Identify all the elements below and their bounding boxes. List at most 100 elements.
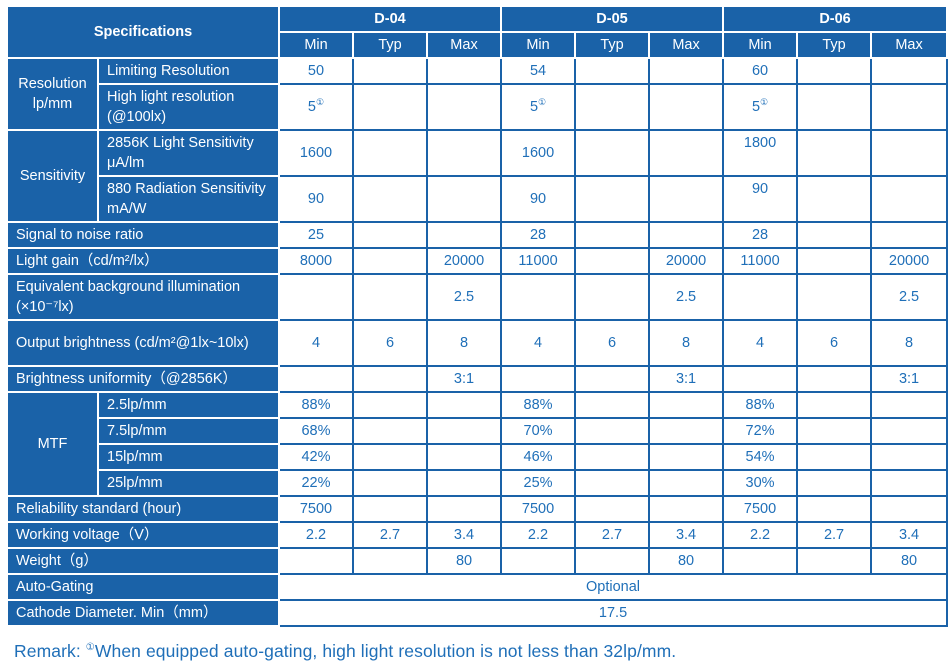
cell — [352, 129, 428, 177]
cell — [425, 57, 503, 85]
cell — [796, 247, 873, 275]
cell — [352, 175, 428, 223]
cell: 20000 — [425, 247, 503, 275]
cell: 3:1 — [425, 365, 503, 393]
cell — [648, 417, 725, 445]
cell — [574, 273, 651, 321]
cell: 8000 — [278, 247, 354, 275]
cell — [870, 495, 949, 523]
remark-text: When equipped auto-gating, high light re… — [94, 641, 677, 661]
cell: 30% — [722, 469, 799, 497]
table-row: Output brightness (cd/m²@1lx~10lx) 4 6 8… — [6, 319, 949, 367]
cell: 54 — [500, 57, 577, 85]
cell: 25 — [278, 221, 354, 249]
cell: 90 — [278, 175, 354, 223]
table-row: Reliability standard (hour) 7500 7500 75… — [6, 495, 949, 523]
cell — [574, 547, 651, 575]
subcol-max: Max — [425, 31, 503, 59]
table-row: Sensitivity 2856K Light Sensitivity μA/l… — [6, 129, 949, 223]
cell: 72% — [722, 417, 799, 445]
footnote-mark: ① — [85, 642, 95, 654]
footnote-mark: ① — [538, 97, 547, 108]
cell — [870, 443, 949, 471]
row-label: Signal to noise ratio — [6, 221, 280, 249]
cell — [870, 417, 949, 445]
cell: 28 — [722, 221, 799, 249]
cell — [574, 129, 651, 177]
cell: 60 — [722, 57, 799, 85]
subcol-min: Min — [500, 31, 577, 59]
cell: 3.4 — [870, 521, 949, 549]
table-row: Resolution lp/mm Limiting Resolution 50 … — [6, 57, 949, 131]
cell — [648, 495, 725, 523]
cell — [500, 547, 577, 575]
cell — [796, 365, 873, 393]
cell: 2.7 — [574, 521, 651, 549]
cell: 25% — [500, 469, 577, 497]
table-row: High light resolution (@100lx) 5① 5① 5① — [7, 83, 949, 131]
cell: 1600 — [278, 129, 354, 177]
cell: 50 — [278, 57, 354, 85]
cell — [425, 83, 503, 131]
cell — [870, 129, 949, 177]
cell — [425, 443, 503, 471]
subcol-typ: Typ — [352, 31, 428, 59]
table-row: MTF 2.5lp/mm 88% 88% 88% — [6, 391, 949, 497]
cell — [574, 221, 651, 249]
model-header-d04: D-04 — [277, 5, 503, 33]
cell — [648, 391, 725, 419]
cell — [352, 469, 428, 497]
cell — [278, 547, 354, 575]
cell: 2.5 — [425, 273, 503, 321]
cell: 8 — [425, 319, 503, 367]
cell — [648, 57, 725, 85]
table-row: Weight（g） 80 80 80 — [6, 547, 949, 575]
table-row: 7.5lp/mm 68% 70% 72% — [7, 417, 949, 445]
table-row: Cathode Diameter. Min（mm） 17.5 — [6, 599, 949, 627]
cell — [574, 469, 651, 497]
cell: 90 — [722, 175, 799, 223]
row-label: Limiting Resolution — [97, 57, 280, 85]
specifications-table: Specifications D-04 D-05 D-06 Min Typ Ma… — [6, 5, 949, 627]
cell: 2.5 — [870, 273, 949, 321]
table-row: Signal to noise ratio 25 28 28 — [6, 221, 949, 249]
cell — [352, 547, 428, 575]
cell — [574, 391, 651, 419]
row-label: High light resolution (@100lx) — [97, 83, 280, 131]
cell — [796, 129, 873, 177]
cell: 6 — [796, 319, 873, 367]
cell — [574, 443, 651, 471]
cell — [425, 221, 503, 249]
cell: 80 — [870, 547, 949, 575]
cell: 5① — [278, 83, 354, 131]
row-label: Reliability standard (hour) — [6, 495, 280, 523]
cell — [796, 83, 873, 131]
cell — [870, 57, 949, 85]
cell — [722, 547, 799, 575]
group-label-sensitivity: Sensitivity — [6, 129, 99, 223]
cell: 90 — [500, 175, 577, 223]
cell — [870, 221, 949, 249]
subcol-max: Max — [870, 31, 949, 59]
cell — [425, 129, 503, 177]
cell: 1800 — [722, 129, 799, 177]
cell: 88% — [500, 391, 577, 419]
row-label: Working voltage（V） — [6, 521, 280, 549]
cell: 2.5 — [648, 273, 725, 321]
cell: 68% — [278, 417, 354, 445]
subcol-typ: Typ — [574, 31, 651, 59]
cell: 2.7 — [352, 521, 428, 549]
cell: 3:1 — [648, 365, 725, 393]
cell — [648, 129, 725, 177]
cell — [648, 175, 725, 223]
cell: 3.4 — [648, 521, 725, 549]
model-header-d05: D-05 — [500, 5, 725, 33]
cell: 22% — [278, 469, 354, 497]
cell: 2.2 — [722, 521, 799, 549]
cell — [500, 365, 577, 393]
row-label: Equivalent background illumination (×10⁻… — [6, 273, 280, 321]
cell — [352, 57, 428, 85]
cell — [352, 391, 428, 419]
cell — [278, 365, 354, 393]
cell: 6 — [574, 319, 651, 367]
